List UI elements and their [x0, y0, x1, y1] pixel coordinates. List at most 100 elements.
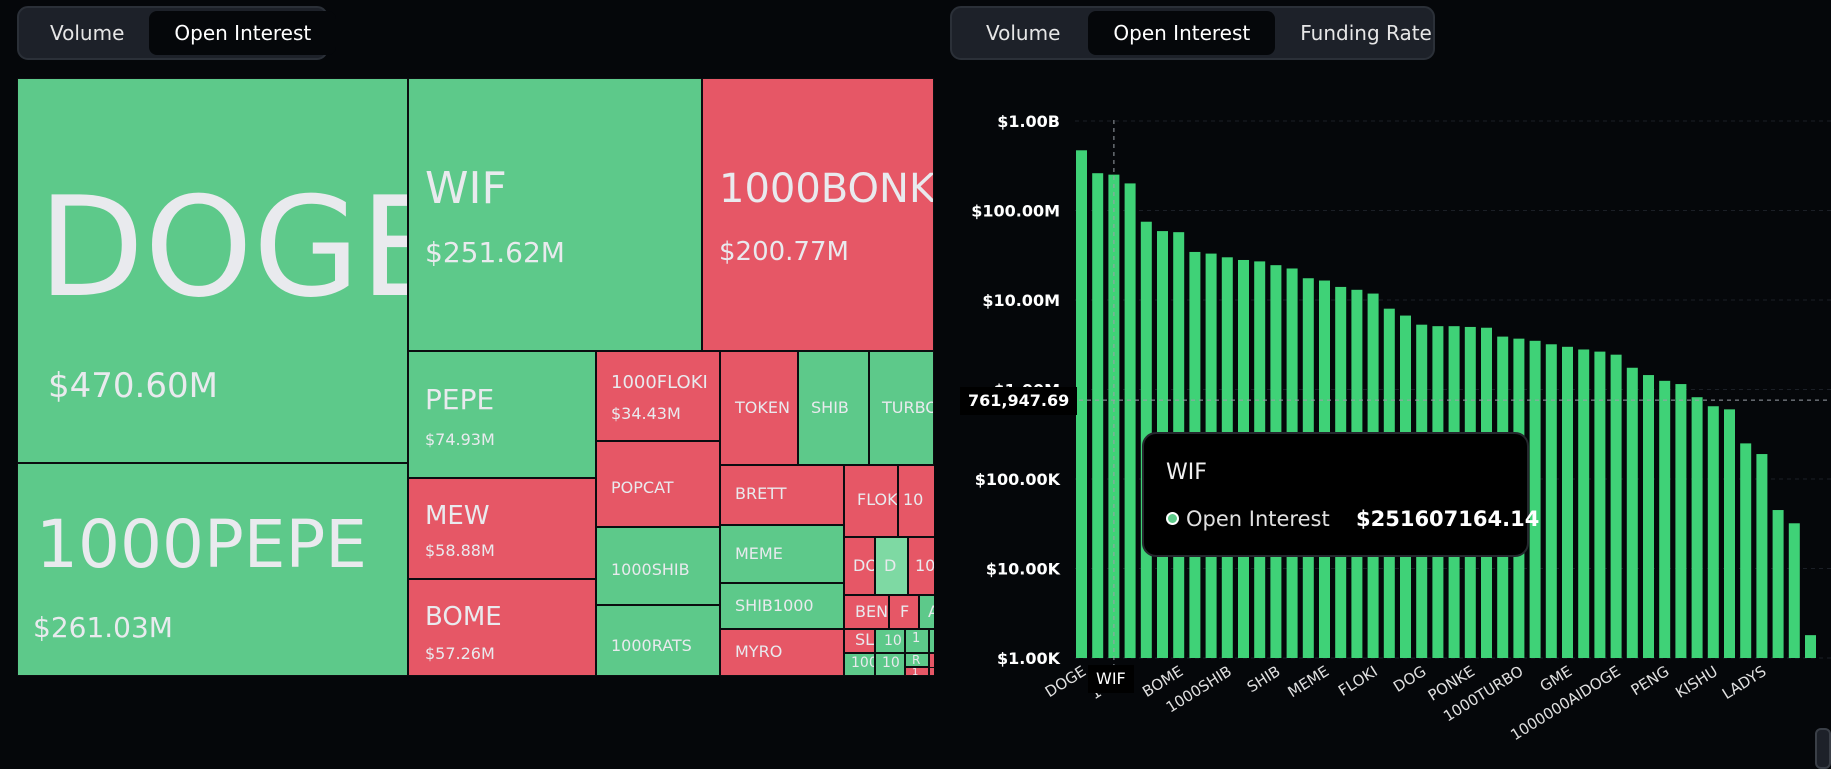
treemap-cell[interactable]: MYRO — [720, 629, 844, 676]
crosshair-x-label: WIF — [1088, 665, 1134, 693]
treemap-symbol: TOKEN — [735, 398, 790, 417]
treemap-symbol: MYRO — [735, 642, 783, 661]
treemap-cell[interactable]: PEPE $74.93M — [408, 351, 596, 478]
chart-tooltip: WIF Open Interest $251607164.14 — [1142, 432, 1539, 557]
treemap-cell[interactable]: SHIB1000 — [720, 583, 844, 629]
y-tick-label: $10.00M — [982, 291, 1060, 310]
tooltip-series-dot-icon — [1166, 512, 1179, 525]
treemap-cell[interactable] — [929, 667, 934, 676]
treemap-symbol: 1000RATS — [611, 636, 692, 655]
treemap-cell[interactable]: DOGE $470.60M — [17, 78, 408, 463]
tooltip-value: $251607164.14 — [1356, 507, 1540, 531]
treemap-cell[interactable]: TOKEN — [720, 351, 798, 465]
treemap-symbol: 10 — [882, 655, 900, 671]
treemap-cell[interactable]: F — [889, 595, 919, 629]
oi-bar — [1772, 510, 1784, 658]
x-tick-label: LADYS — [1719, 662, 1770, 703]
treemap-symbol: 1 — [912, 631, 921, 646]
treemap-cell[interactable]: 1000PEPE $261.03M — [17, 463, 408, 676]
oi-bar — [1529, 340, 1541, 658]
left-metric-tabs: Volume Open Interest — [17, 6, 337, 60]
right-tab-funding-rate[interactable]: Funding Rate — [1300, 21, 1432, 45]
treemap-symbol: MEME — [735, 544, 783, 563]
treemap-symbol: 1000SHIB — [611, 560, 690, 579]
treemap-symbol: 1000BONK — [719, 166, 934, 212]
treemap-cell[interactable]: MEME — [720, 525, 844, 583]
treemap-symbol: BOME — [425, 602, 502, 632]
treemap-cell[interactable]: TURBO — [869, 351, 934, 465]
treemap-symbol: POPCAT — [611, 478, 674, 497]
oi-bar — [1092, 173, 1104, 658]
y-tick-label: $1.00K — [997, 649, 1061, 668]
right-tab-volume[interactable]: Volume — [986, 21, 1061, 45]
treemap-cell[interactable]: FLOKI — [844, 465, 898, 537]
treemap-cell[interactable]: SLE — [844, 629, 875, 653]
treemap-symbol: 10 — [915, 556, 934, 575]
treemap-cell[interactable]: 10 — [898, 465, 934, 537]
treemap-symbol: DO — [853, 556, 874, 575]
treemap-cell[interactable] — [929, 629, 934, 653]
treemap-symbol: PEPE — [425, 383, 495, 416]
oi-bar — [1724, 409, 1735, 658]
x-tick-label: MEME — [1285, 662, 1333, 701]
treemap-cell[interactable]: POPCAT — [596, 441, 720, 527]
treemap-cell[interactable]: 1 — [905, 629, 929, 653]
treemap-cell[interactable]: 1000RATS — [596, 605, 720, 676]
treemap-cell[interactable]: 10 — [875, 653, 905, 676]
oi-bar — [1675, 384, 1687, 658]
treemap-cell[interactable]: BOME $57.26M — [408, 579, 596, 676]
treemap-symbol: MEW — [425, 501, 490, 531]
treemap-value: $251.62M — [425, 236, 565, 269]
oi-bar — [1610, 354, 1622, 658]
oi-bar — [1756, 454, 1768, 658]
oi-bar — [1594, 351, 1606, 658]
x-tick-label: SHIB — [1244, 662, 1284, 696]
treemap-symbol: WIF — [425, 163, 507, 214]
tooltip-series-name: Open Interest — [1186, 507, 1330, 531]
treemap-cell[interactable]: R — [905, 653, 929, 667]
treemap-symbol: BEN — [855, 602, 889, 621]
treemap-cell[interactable]: A — [919, 595, 934, 629]
treemap-cell[interactable]: 1 — [905, 667, 929, 676]
treemap-symbol: F — [900, 602, 910, 621]
treemap-symbol: R — [912, 653, 921, 667]
x-tick-label: DOG — [1390, 662, 1429, 696]
oi-bar — [1578, 349, 1590, 658]
oi-bar — [1707, 406, 1719, 658]
treemap-symbol: 100 — [851, 655, 874, 671]
treemap-cell[interactable]: MEW $58.88M — [408, 478, 596, 579]
treemap-cell[interactable]: 1000SHIB — [596, 527, 720, 605]
open-interest-treemap: DOGE $470.60M 1000PEPE $261.03M WIF $251.62M 1… — [17, 78, 934, 676]
treemap-cell[interactable]: SHIB — [798, 351, 869, 465]
oi-bar — [1643, 375, 1654, 658]
oi-bar — [1788, 523, 1800, 658]
tooltip-title: WIF — [1166, 460, 1207, 485]
treemap-value: $470.60M — [48, 366, 218, 406]
treemap-cell[interactable]: 100 — [844, 653, 875, 676]
treemap-symbol: 1000FLOKI — [611, 372, 708, 393]
treemap-value: $74.93M — [425, 430, 495, 449]
treemap-cell[interactable]: 1000FLOKI $34.43M — [596, 351, 720, 441]
oi-bar — [1562, 346, 1573, 658]
treemap-symbol: TURBO — [882, 398, 934, 417]
oi-bar — [1805, 635, 1816, 658]
treemap-cell[interactable]: 10 — [875, 629, 905, 653]
treemap-cell[interactable]: 10 — [908, 537, 934, 595]
treemap-cell[interactable]: D — [875, 537, 908, 595]
right-tab-open-interest[interactable]: Open Interest — [1088, 11, 1276, 55]
left-tab-open-interest[interactable]: Open Interest — [149, 11, 337, 55]
x-tick-label: KISHU — [1672, 662, 1721, 702]
chart-scroll-handle[interactable] — [1815, 728, 1831, 769]
open-interest-bar-chart: $1.00B$100.00M$10.00M$1.00M$100.00K$10.0… — [971, 112, 1831, 744]
treemap-cell[interactable]: 1000BONK $200.77M — [702, 78, 934, 351]
x-tick-label: PENG — [1628, 662, 1673, 699]
treemap-cell[interactable]: BEN — [844, 595, 889, 629]
y-tick-label: $1.00B — [997, 112, 1060, 131]
treemap-cell[interactable]: WIF $251.62M — [408, 78, 702, 351]
treemap-cell[interactable]: DO — [844, 537, 875, 595]
left-tab-volume[interactable]: Volume — [50, 21, 125, 45]
treemap-symbol: D — [884, 556, 897, 575]
treemap-cell[interactable]: BRETT — [720, 465, 844, 525]
right-metric-tabs: Volume Open Interest Funding Rate — [950, 6, 1435, 60]
treemap-symbol: FLOKI — [857, 490, 898, 509]
